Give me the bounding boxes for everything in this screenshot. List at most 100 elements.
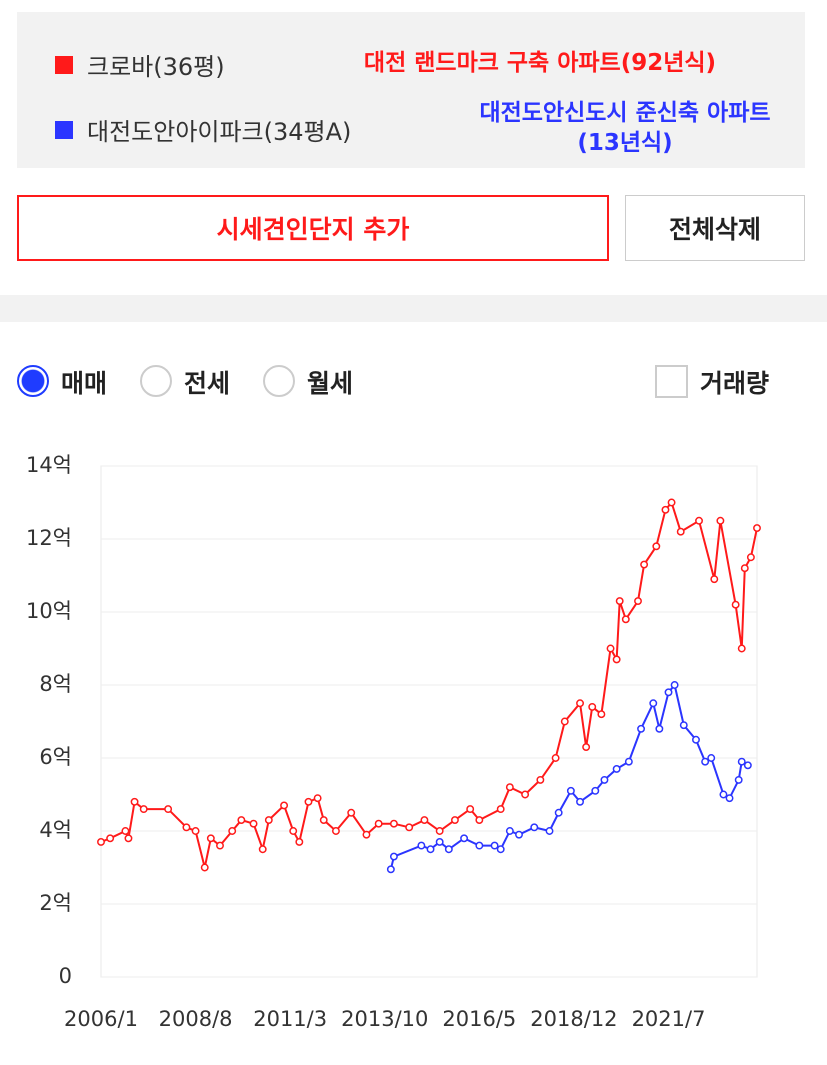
data-point: [505, 783, 514, 792]
data-point: [624, 757, 633, 766]
note: 대전 랜드마크 구축 아파트(92년식): [363, 50, 717, 76]
separator: [0, 295, 827, 322]
chart: 0 2억 4억 6억 8억 10억 12억 14억 2006/1 2008/8 2011/3 2013…: [26, 453, 761, 1031]
x-tick-label: 2006/1: [64, 1007, 138, 1031]
x-tick-label: 2011/3: [253, 1007, 327, 1031]
data-point: [490, 841, 499, 850]
data-point: [743, 761, 752, 770]
data-point: [606, 644, 615, 653]
data-point: [701, 757, 710, 766]
data-point: [206, 834, 215, 843]
legend-swatch: [55, 55, 73, 74]
data-point: [634, 597, 642, 606]
data-point: [576, 699, 584, 708]
legend-label: 대전도안아이파크(34평A): [87, 118, 352, 146]
radio[interactable]: [17, 365, 49, 397]
series-line: [389, 682, 749, 870]
radio-label[interactable]: 월세: [307, 369, 354, 398]
data-point: [695, 516, 703, 525]
data-point: [237, 816, 246, 824]
legend-item: 대전도안아이파크(34평A): [55, 112, 351, 147]
data-point: [655, 724, 664, 733]
comparison-box: [17, 12, 805, 168]
data-point: [679, 721, 688, 730]
legend-swatch: [55, 120, 73, 139]
data-point: [725, 794, 734, 803]
radio[interactable]: [263, 365, 295, 397]
y-tick-label: 6억: [39, 745, 72, 769]
data-point: [130, 797, 139, 806]
data-point: [295, 838, 304, 846]
data-point: [554, 808, 563, 817]
data-point: [496, 845, 505, 854]
data-point: [661, 505, 670, 514]
y-tick-label: 8억: [39, 672, 72, 696]
data-point: [435, 838, 444, 846]
data-point: [612, 765, 621, 773]
data-point: [515, 830, 523, 839]
y-tick-label: 2억: [39, 891, 72, 915]
data-point: [753, 524, 761, 533]
data-point: [435, 827, 444, 835]
data-point: [621, 615, 630, 624]
data-point: [649, 699, 658, 708]
data-point: [737, 644, 746, 653]
radio-label[interactable]: 매매: [61, 369, 108, 398]
radio-label[interactable]: 전세: [184, 369, 231, 398]
data-point: [692, 735, 700, 744]
data-point: [475, 841, 484, 850]
data-point: [289, 827, 298, 835]
note: 대전도안신도시 준신축 아파트(13년식): [479, 100, 771, 156]
data-point: [362, 830, 371, 839]
data-point: [588, 702, 597, 711]
data-point: [466, 805, 475, 814]
data-point: [600, 775, 609, 784]
data-point: [124, 834, 133, 843]
x-tick-label: 2018/12: [530, 1007, 617, 1031]
data-point: [228, 827, 237, 835]
data-point: [460, 834, 469, 843]
data-point: [731, 600, 740, 609]
data-point: [97, 838, 105, 846]
data-point: [521, 790, 530, 799]
data-point: [182, 823, 191, 832]
data-point: [280, 801, 289, 810]
x-tick-label: 2021/7: [632, 1007, 706, 1031]
data-point: [560, 717, 569, 726]
data-point: [386, 865, 395, 874]
data-point: [734, 775, 743, 784]
data-point: [139, 805, 148, 814]
data-point: [374, 819, 383, 828]
data-point: [545, 827, 554, 835]
data-point: [719, 790, 728, 799]
data-point: [304, 797, 313, 806]
data-point: [615, 597, 624, 606]
data-point: [313, 794, 322, 803]
x-tick-label: 2008/8: [159, 1007, 233, 1031]
x-tick-label: 2013/10: [341, 1007, 428, 1031]
data-point: [716, 516, 725, 525]
data-point: [347, 808, 356, 817]
data-point: [106, 834, 115, 843]
add-button[interactable]: 시세견인단지 추가: [17, 195, 609, 261]
y-tick-label: 10억: [26, 599, 72, 623]
checkbox[interactable]: [655, 365, 688, 398]
radio[interactable]: [140, 365, 172, 397]
checkbox-label[interactable]: 거래량: [700, 369, 770, 398]
data-point: [496, 805, 505, 814]
data-point: [582, 743, 591, 751]
y-tick-label: 14억: [26, 453, 72, 477]
data-point: [444, 845, 453, 854]
data-point: [420, 816, 429, 824]
data-point: [405, 823, 414, 832]
data-point: [551, 754, 560, 762]
y-tick-label: 4억: [39, 818, 72, 842]
data-point: [710, 575, 719, 584]
data-point: [216, 841, 224, 850]
data-point: [530, 823, 539, 832]
data-point: [417, 841, 426, 850]
data-point: [450, 816, 459, 824]
data-point: [637, 724, 646, 733]
delete-all-button[interactable]: 전체삭제: [625, 195, 805, 261]
